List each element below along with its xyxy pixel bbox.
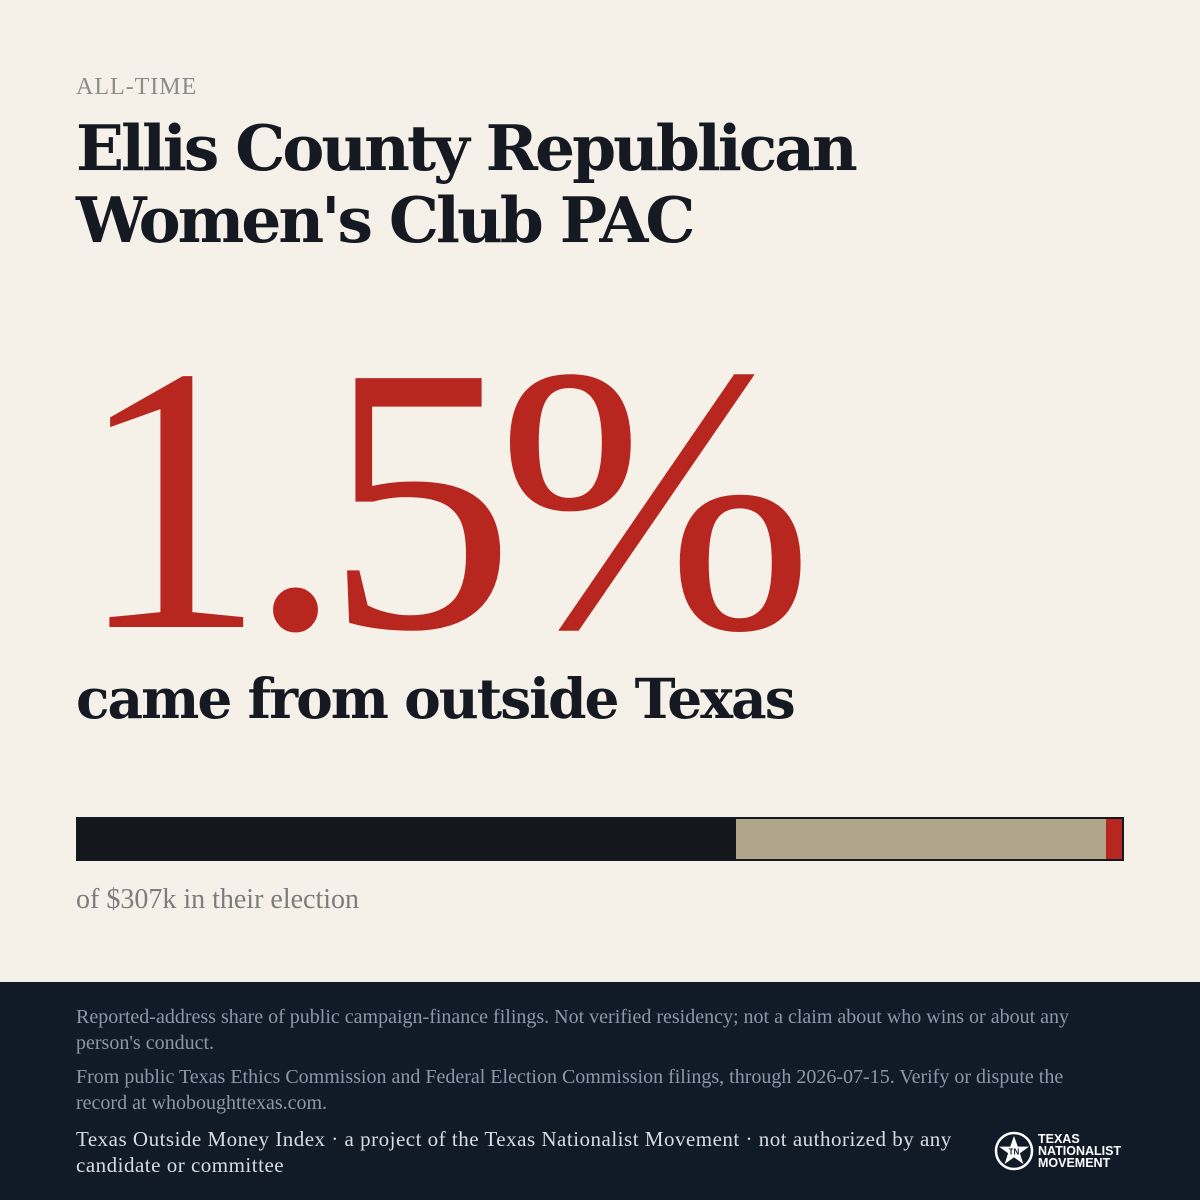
election-total-note: of $307k in their election	[76, 884, 360, 915]
bar-segment-texas	[735, 819, 1107, 859]
footer-credit: Texas Outside Money Index · a project of…	[76, 1127, 952, 1177]
bar-segment-outside-texas	[1106, 819, 1122, 859]
bar-segment-unknown	[78, 819, 736, 859]
svg-text:TN: TN	[1009, 1148, 1020, 1157]
footer-source-note: From public Texas Ethics Commission and …	[76, 1066, 1064, 1114]
kicker-label: ALL-TIME	[76, 74, 198, 100]
funding-share-bar	[76, 817, 1124, 861]
headline-caption: came from outside Texas	[76, 666, 796, 731]
footer-disclaimer: Reported-address share of public campaig…	[76, 1006, 1070, 1054]
logo-wordmark: TEXAS NATIONALIST MOVEMENT	[1038, 1132, 1122, 1170]
star-seal-icon: TN	[994, 1131, 1034, 1171]
tnm-logo: TN TEXAS NATIONALIST MOVEMENT	[994, 1131, 1121, 1171]
footer: Reported-address share of public campaig…	[0, 982, 1200, 1200]
entity-title: Ellis County Republican Women's Club PAC	[76, 111, 858, 257]
headline-percentage: 1.5%	[76, 289, 814, 710]
